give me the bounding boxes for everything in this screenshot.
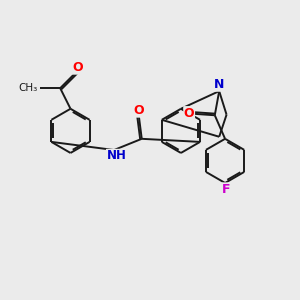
- Text: O: O: [73, 61, 83, 74]
- Text: N: N: [214, 78, 224, 91]
- Text: O: O: [134, 104, 144, 117]
- Text: CH₃: CH₃: [18, 83, 37, 93]
- Text: F: F: [222, 183, 231, 196]
- Text: O: O: [184, 107, 194, 120]
- Text: NH: NH: [106, 149, 126, 162]
